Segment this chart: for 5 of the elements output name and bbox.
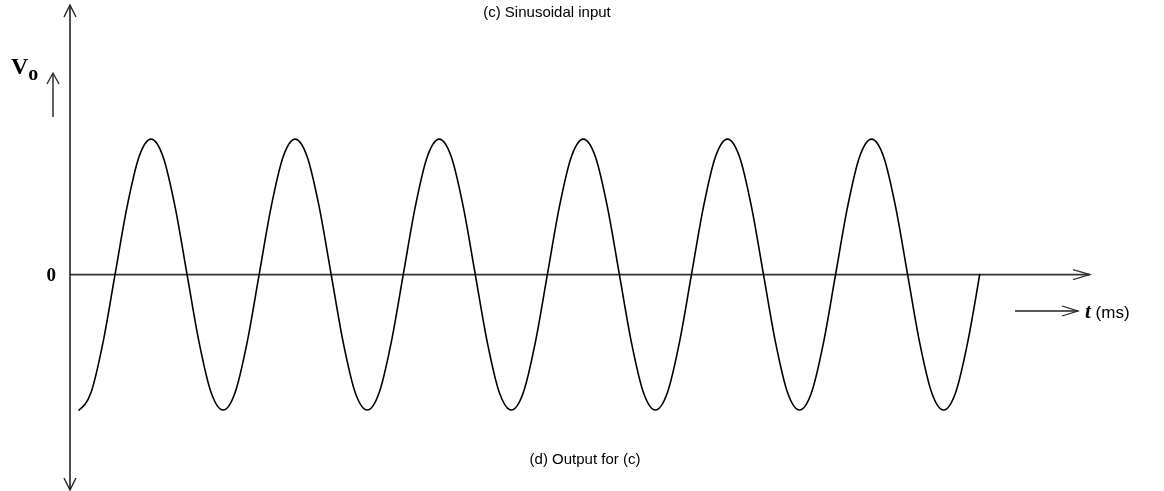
x-axis-title: t (ms): [1085, 299, 1130, 323]
chart-title: (c) Sinusoidal input: [482, 2, 612, 22]
text: (d) Output for (c): [528, 449, 642, 469]
y-axis-title: V$_{o}$: [11, 52, 39, 86]
ref-line-label: 0: [46, 264, 56, 286]
